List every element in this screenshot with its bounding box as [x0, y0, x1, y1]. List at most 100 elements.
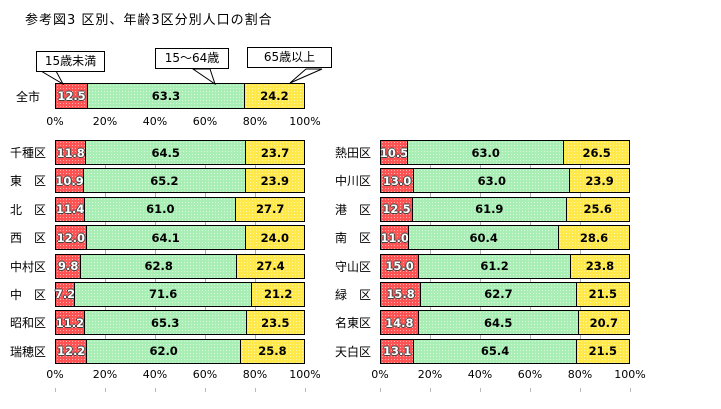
bar-segment-under15: 14.8 [381, 311, 418, 335]
right-plot-area: 10.5 63.0 26.5 13.0 63.0 23.9 12.5 61.9 25.6 11.0… [380, 140, 630, 364]
axis-tick-label: 60% [192, 367, 218, 381]
bar-segment-under15: 13.1 [381, 339, 414, 363]
stacked-bar: 10.9 65.2 23.9 [55, 168, 305, 194]
right-label-column: 熱田区 中川区港 区南 区守山区緑 区名東区 天白区 [331, 140, 375, 390]
bar-segment-under15: 10.5 [380, 141, 408, 164]
bar-segment-age15to64: 65.3 [83, 311, 246, 335]
bar-segment-age15to64: 61.9 [412, 197, 566, 221]
bar-segment-over65: 26.5 [563, 141, 629, 164]
stacked-bar: 10.5 63.0 26.5 [380, 140, 630, 165]
bar-segment-under15: 12.5 [56, 84, 87, 108]
row-label: 港 区 [334, 202, 371, 217]
axis-tickmark [55, 387, 56, 392]
bar-segment-over65: 21.5 [575, 339, 629, 363]
bar-segment-under15: 15.0 [381, 254, 419, 278]
axis-tickmark [105, 387, 106, 392]
gridline-20pct [105, 140, 106, 364]
gridline-40pct [480, 140, 481, 364]
callout-leader-lines [39, 68, 323, 86]
bar-segment-age15to64: 60.4 [408, 226, 559, 250]
gridline-60pct [205, 140, 206, 364]
left-plot-area: 11.8 64.5 23.7 10.9 65.2 23.9 11.4 61.0 27.7 12.0… [55, 140, 305, 364]
bar-segment-age15to64: 62.7 [420, 282, 576, 306]
city-x-axis: 0% 20% 40% 60% 80% 100% [46, 115, 320, 137]
row-label: 中村区 [9, 259, 46, 274]
left-x-axis: 0% 20% 40% 60% 80% 100% [46, 367, 321, 392]
axis-tickmark [205, 387, 206, 392]
city-plot-wrap: 12.5 63.3 24.2 0% 20% 40% 60% 80% 100% [46, 83, 321, 137]
axis-tick-label: 100% [614, 367, 646, 381]
bar-segment-over65: 23.8 [569, 254, 629, 278]
gridline-80pct [255, 140, 256, 364]
callout-under15: 15歳未満 [36, 51, 105, 72]
right-x-axis: 0% 20% 40% 60% 80% 100% [371, 367, 646, 392]
axis-tickmark [255, 387, 256, 392]
bar-segment-under15: 7.2 [55, 282, 75, 306]
axis-tickmark [155, 387, 156, 392]
bar-segment-age15to64: 64.1 [85, 226, 245, 250]
bar-segment-over65: 21.2 [251, 282, 304, 306]
bar-segment-under15: 12.2 [56, 339, 87, 363]
row-label: 東 区 [9, 174, 46, 189]
axis-tickmark [480, 387, 481, 392]
stacked-bar: 13.1 65.4 21.5 [380, 338, 630, 364]
stacked-bar: 11.0 60.4 28.6 [380, 225, 630, 251]
stacked-bar: 9.8 62.8 27.4 [55, 253, 305, 279]
city-label-column: 全市 [6, 83, 50, 137]
bar-segment-under15: 11.0 [380, 226, 409, 250]
bar-segment-age15to64: 63.0 [407, 141, 564, 164]
bar-segment-over65: 21.5 [575, 282, 629, 306]
bar-segment-over65: 24.0 [244, 226, 304, 250]
axis-tickmark [305, 387, 306, 392]
stacked-bar: 12.5 63.3 24.2 [55, 83, 305, 109]
city-total-chart: 全市 12.5 63.3 24.2 0% 20% 40% 60% 80% 100% [6, 83, 321, 137]
left-label-column: 千種区東 区北 区西 区中村区中 区昭和区 瑞穂区 [6, 140, 50, 390]
bar-segment-under15: 11.8 [56, 141, 86, 164]
stacked-bar: 12.0 64.1 24.0 [55, 225, 305, 251]
gridline-40pct [155, 140, 156, 364]
callout-pointer-over65 [289, 68, 323, 84]
row-label: 千種区 [9, 146, 46, 160]
axis-tick-label: 0% [46, 115, 64, 128]
callout-age15to64: 15〜64歳 [155, 48, 229, 69]
bar-segment-age15to64: 65.4 [413, 339, 576, 363]
row-label: 全市 [15, 89, 40, 104]
bar-segment-under15: 11.4 [56, 197, 84, 221]
city-plot-area: 12.5 63.3 24.2 [55, 83, 305, 109]
axis-tick-label: 20% [92, 367, 118, 381]
stacked-bar: 11.2 65.3 23.5 [55, 310, 305, 336]
axis-tick-label: 80% [567, 367, 593, 381]
bar-segment-age15to64: 61.0 [84, 197, 236, 221]
bar-segment-over65: 20.7 [577, 311, 629, 335]
bar-segment-over65: 25.8 [240, 339, 304, 363]
bar-segment-age15to64: 63.3 [87, 84, 244, 108]
stacked-bar: 11.4 61.0 27.7 [55, 196, 305, 222]
page-title: 参考図3 区別、年齢3区分別人口の割合 [25, 13, 273, 28]
bar-segment-age15to64: 62.0 [86, 339, 240, 363]
bar-segment-age15to64: 64.5 [85, 141, 246, 164]
bar-segment-under15: 9.8 [56, 254, 81, 278]
row-label: 瑞穂区 [9, 344, 46, 359]
bar-segment-over65: 23.9 [569, 169, 629, 193]
stacked-bar: 11.8 64.5 23.7 [55, 140, 305, 165]
bar-segment-age15to64: 63.0 [413, 169, 570, 193]
axis-tick-label: 80% [242, 367, 268, 381]
bar-segment-under15: 12.0 [56, 226, 86, 250]
axis-tickmark [630, 387, 631, 392]
stacked-bar: 12.2 62.0 25.8 [55, 338, 305, 364]
bar-segment-over65: 23.5 [245, 311, 304, 335]
left-plot-wrap: 11.8 64.5 23.7 10.9 65.2 23.9 11.4 61.0 27.7 12.0… [46, 140, 321, 392]
bar-segment-under15: 15.8 [381, 282, 421, 306]
bar-segment-age15to64: 62.8 [80, 254, 237, 278]
stacked-bar: 13.0 63.0 23.9 [380, 168, 630, 194]
axis-tick-label: 0% [46, 367, 64, 381]
right-ward-chart: 熱田区 中川区港 区南 区守山区緑 区名東区 天白区 10.5 63.0 26.5 13.… [331, 140, 646, 392]
bar-segment-under15: 13.0 [381, 169, 414, 193]
axis-tick-label: 80% [242, 115, 268, 128]
axis-tick-label: 20% [92, 115, 118, 128]
stacked-bar: 7.2 71.6 21.2 [55, 281, 305, 307]
row-label: 西 区 [9, 231, 46, 246]
axis-tick-label: 40% [467, 367, 493, 381]
bar-segment-over65: 24.2 [243, 84, 304, 108]
